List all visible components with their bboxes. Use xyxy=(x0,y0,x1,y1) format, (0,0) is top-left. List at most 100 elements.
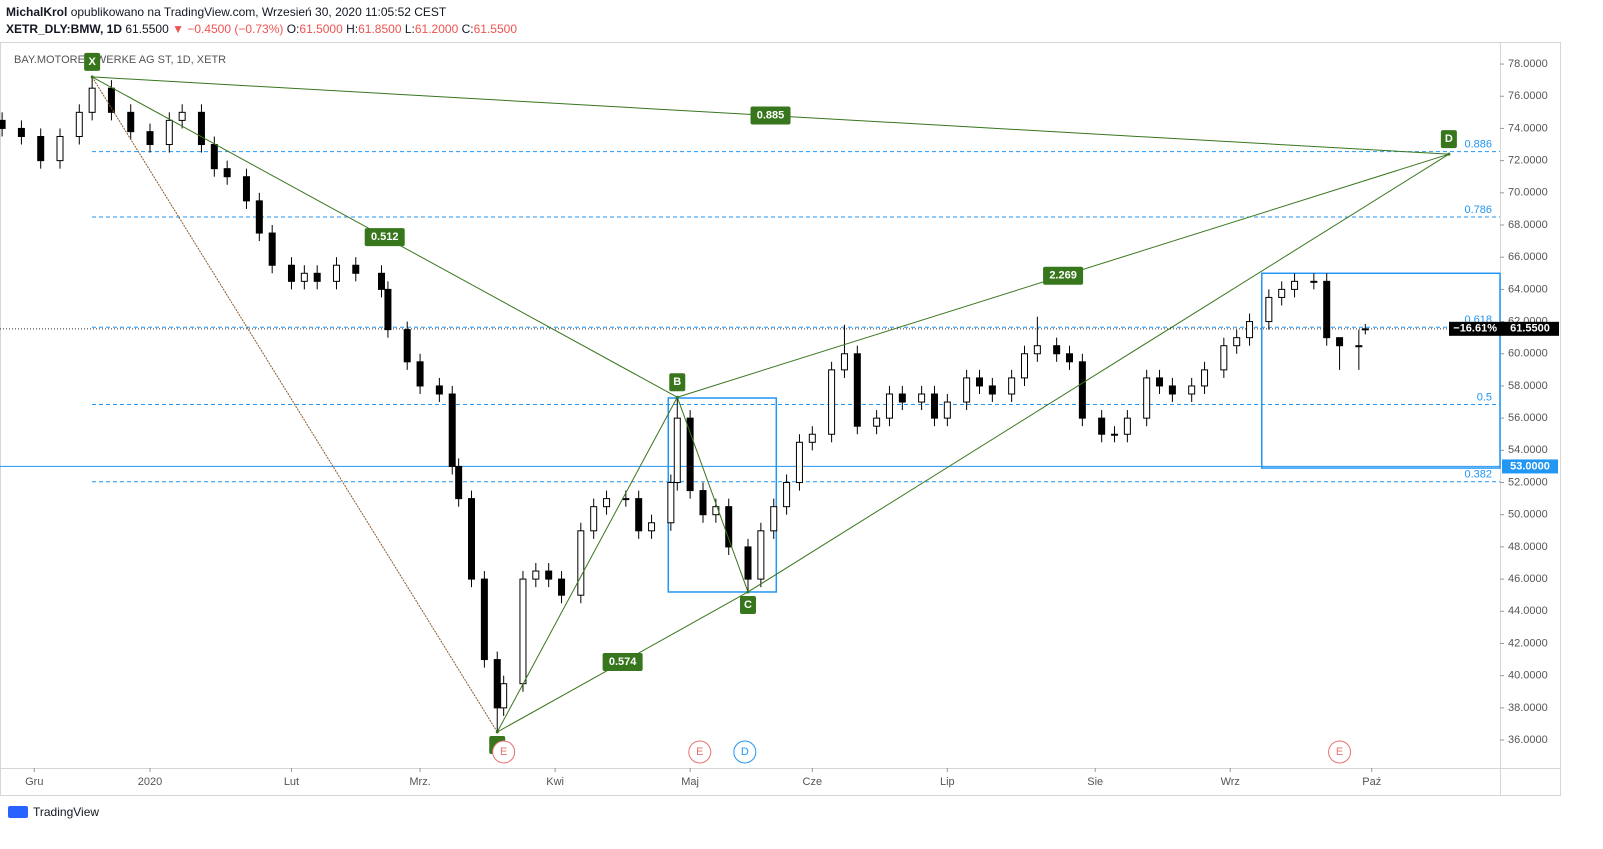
candle-body xyxy=(455,465,463,500)
candle-body xyxy=(795,441,803,484)
candle-body xyxy=(1188,385,1196,395)
pattern-line xyxy=(747,153,1450,593)
box xyxy=(1261,272,1501,469)
candle-body xyxy=(37,135,45,162)
candle-body xyxy=(1168,385,1176,395)
candle-body xyxy=(783,482,791,508)
k: O: xyxy=(286,22,300,36)
pattern-line xyxy=(91,76,498,733)
point-badge xyxy=(84,52,101,71)
candle-body xyxy=(1310,280,1318,283)
pattern-point xyxy=(746,590,750,594)
candle-body xyxy=(1020,353,1028,379)
candle-body xyxy=(1078,361,1086,419)
candle-body xyxy=(268,232,276,266)
candle-body xyxy=(1066,353,1074,363)
candle-body xyxy=(988,385,996,395)
candle-body xyxy=(1123,417,1131,435)
candle-body xyxy=(828,369,836,435)
y-tick-label: 66.0000 xyxy=(1508,251,1548,263)
ratio-box xyxy=(602,652,643,671)
k: H: xyxy=(346,22,359,36)
y-tick-label: 72.0000 xyxy=(1508,155,1548,167)
event-label: E xyxy=(500,746,507,758)
x-tick-label: Lut xyxy=(284,776,299,788)
candle-body xyxy=(519,578,527,685)
candle-body xyxy=(1278,288,1286,298)
candle-body xyxy=(1291,280,1299,290)
frame xyxy=(0,42,1561,796)
y-tick-label: 78.0000 xyxy=(1508,58,1548,70)
candle-body xyxy=(808,433,816,443)
candle-body xyxy=(1220,345,1228,371)
x-tick-label: Gru xyxy=(25,776,43,788)
y-tick-label: 70.0000 xyxy=(1508,187,1548,199)
candle-body xyxy=(1323,280,1331,339)
candle-body xyxy=(352,264,360,274)
candle-body xyxy=(480,578,488,661)
ratio-box xyxy=(1043,266,1084,285)
candle-body xyxy=(963,377,971,403)
candle-body xyxy=(744,546,752,580)
y-tick-label: 64.0000 xyxy=(1508,283,1548,295)
published: opublikowano na TradingView.com, Wrzesie… xyxy=(70,5,447,19)
candle-body xyxy=(545,570,553,580)
fib-label: 0.5 xyxy=(1477,391,1492,403)
candle-body xyxy=(885,393,893,419)
legend: BAY.MOTOREN WERKE AG ST, 1D, XETR xyxy=(14,54,226,66)
candle-body xyxy=(1361,328,1369,331)
candle-body xyxy=(1336,337,1344,347)
candle-body xyxy=(898,393,906,403)
candle-body xyxy=(757,530,765,580)
v: 61.5500 xyxy=(473,22,517,36)
k: L: xyxy=(404,22,415,36)
point-label: D xyxy=(1445,133,1453,145)
candle-body xyxy=(1033,345,1041,355)
x-tick-label: Kwi xyxy=(546,776,564,788)
candle-body xyxy=(1201,369,1209,387)
event-marker xyxy=(733,740,757,764)
y-tick-label: 38.0000 xyxy=(1508,702,1548,714)
symbol: XETR_DLY:BMW, 1D xyxy=(6,22,123,36)
y-tick-label: 52.0000 xyxy=(1508,476,1548,488)
header: MichalKrol opublikowano na TradingView.c… xyxy=(6,4,517,38)
candle-body xyxy=(223,168,231,178)
candle-body xyxy=(725,506,733,548)
fib-label: 0.382 xyxy=(1464,469,1492,481)
candle-body xyxy=(770,506,778,532)
event-label: E xyxy=(1336,746,1343,758)
y-tick-label: 76.0000 xyxy=(1508,90,1548,102)
candle-body xyxy=(255,200,263,234)
event-marker xyxy=(492,740,516,764)
last-price-change: −16.61% xyxy=(1453,323,1497,335)
pattern-point xyxy=(495,730,499,734)
candle-body xyxy=(146,131,154,146)
ohlc-h: H:61.8500 xyxy=(346,22,401,36)
y-tick-label: 68.0000 xyxy=(1508,219,1548,231)
candle-body xyxy=(918,393,926,403)
author: MichalKrol xyxy=(6,5,68,19)
y-tick-label: 56.0000 xyxy=(1508,412,1548,424)
y-tick-label: 58.0000 xyxy=(1508,380,1548,392)
last: 61.5500 xyxy=(125,22,169,36)
candle-body xyxy=(1098,417,1106,435)
candle-body xyxy=(667,482,675,524)
y-tick-label: 50.0000 xyxy=(1508,509,1548,521)
ratio-label: 0.512 xyxy=(371,231,399,243)
logo xyxy=(8,806,28,818)
y-tick-label: 40.0000 xyxy=(1508,670,1548,682)
y-tick-label: 36.0000 xyxy=(1508,734,1548,746)
candle-body xyxy=(88,87,96,113)
candle-body xyxy=(699,490,707,516)
candle-body xyxy=(635,498,643,532)
candle-body xyxy=(435,385,443,395)
event-marker xyxy=(1328,740,1352,764)
change: ▼ −0.4500 (−0.73%) xyxy=(172,22,284,36)
candle-body xyxy=(448,393,456,467)
candle-body xyxy=(0,119,6,129)
v: 61.8500 xyxy=(358,22,402,36)
candle-body xyxy=(1355,345,1363,348)
candle-body xyxy=(1111,433,1119,436)
candle-body xyxy=(287,264,295,282)
